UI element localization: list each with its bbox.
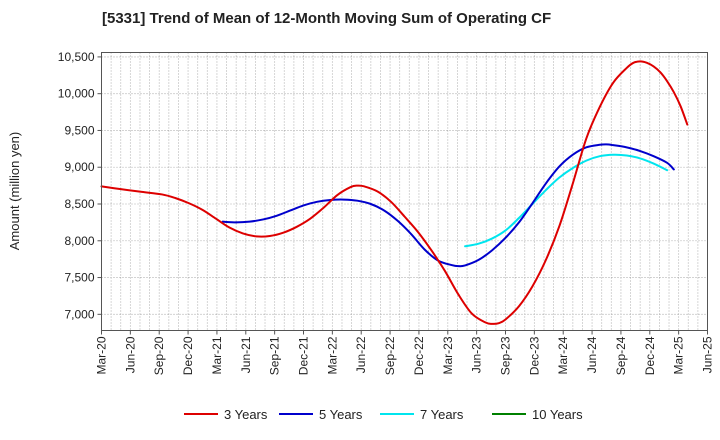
y-tick-label: 9,500 [64, 123, 94, 137]
y-tick-label: 9,000 [64, 160, 94, 174]
x-tick-label: Sep-20 [152, 336, 166, 375]
x-tick-label: Jun-20 [123, 336, 137, 373]
y-tick-label: 7,000 [64, 307, 94, 321]
grid [101, 52, 708, 331]
series-line-7-years [464, 153, 669, 248]
y-tick-label: 8,500 [64, 197, 94, 211]
x-tick-label: Dec-20 [181, 336, 195, 375]
x-tick-label: Jun-23 [470, 336, 484, 373]
series-lines [100, 60, 689, 325]
x-tick-label: Sep-24 [614, 336, 628, 375]
x-tick-label: Sep-21 [268, 336, 282, 375]
x-tick-label: Mar-24 [556, 336, 570, 374]
x-tick-label: Mar-23 [441, 336, 455, 374]
x-tick-label: Mar-25 [672, 336, 686, 374]
x-tick-label: Dec-21 [297, 336, 311, 375]
x-tick-label: Sep-22 [383, 336, 397, 375]
legend-label-10-years: 10 Years [532, 407, 583, 422]
x-tick-label: Dec-24 [643, 336, 657, 375]
x-tick-label: Jun-25 [701, 336, 715, 373]
y-axis-ticks: 7,000 7,500 8,000 8,500 9,000 9,500 10,000 10,5… [58, 50, 102, 321]
legend-label-5-years: 5 Years [319, 407, 363, 422]
plot-frame [101, 52, 708, 331]
x-tick-label: Mar-21 [210, 336, 224, 374]
x-tick-label: Jun-24 [585, 336, 599, 373]
x-tick-label: Dec-23 [527, 336, 541, 375]
legend: 3 Years 5 Years 7 Years 10 Years [184, 407, 583, 422]
y-tick-label: 10,000 [58, 87, 95, 101]
x-tick-label: Dec-22 [412, 336, 426, 375]
x-tick-label: Jun-21 [239, 336, 253, 373]
x-tick-label: Sep-23 [499, 336, 513, 375]
chart-title: [5331] Trend of Mean of 12-Month Moving … [102, 10, 552, 27]
series-line-3-years [100, 60, 689, 325]
y-tick-label: 7,500 [64, 271, 94, 285]
y-tick-label: 10,500 [58, 50, 95, 64]
y-tick-label: 8,000 [64, 234, 94, 248]
x-tick-label: Jun-22 [354, 336, 368, 373]
x-axis-ticks: Mar-20 Jun-20 Sep-20 Dec-20 Mar-21 Jun-21 Sep-… [95, 330, 715, 375]
series-line-5-years [221, 143, 675, 268]
y-axis-label: Amount (million yen) [7, 132, 22, 251]
legend-label-7-years: 7 Years [420, 407, 464, 422]
legend-label-3-years: 3 Years [224, 407, 268, 422]
x-tick-label: Mar-22 [325, 336, 339, 374]
x-tick-label: Mar-20 [95, 336, 109, 374]
